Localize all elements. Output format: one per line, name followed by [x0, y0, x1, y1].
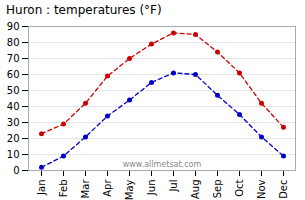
svg-text:Jun: Jun — [146, 180, 157, 197]
svg-text:70: 70 — [7, 53, 20, 64]
svg-text:90: 90 — [7, 21, 20, 32]
svg-text:0: 0 — [13, 165, 19, 176]
svg-text:50: 50 — [7, 85, 20, 96]
svg-text:Jul: Jul — [168, 180, 179, 193]
svg-text:Feb: Feb — [58, 180, 69, 198]
svg-text:Sep: Sep — [212, 180, 223, 199]
html-text:Huron : temperatures (°F): Huron : temperatures (°F) — [6, 3, 162, 17]
svg-text:Oct: Oct — [234, 179, 245, 196]
svg-text:Mar: Mar — [80, 179, 91, 199]
svg-text:10: 10 — [7, 149, 20, 160]
svg-text:Nov: Nov — [256, 179, 267, 199]
svg-text:30: 30 — [7, 117, 20, 128]
svg-text:20: 20 — [7, 133, 20, 144]
svg-text:Dec: Dec — [278, 180, 289, 199]
svg-text:Jan: Jan — [36, 180, 47, 196]
svg-text:www.allmetsat.com: www.allmetsat.com — [123, 160, 202, 169]
svg-text:60: 60 — [7, 69, 20, 80]
svg-text:Apr: Apr — [102, 179, 113, 197]
svg-text:80: 80 — [7, 37, 20, 48]
svg-text:May: May — [124, 179, 135, 200]
svg-text:Aug: Aug — [190, 180, 201, 200]
svg-text:40: 40 — [7, 101, 20, 112]
